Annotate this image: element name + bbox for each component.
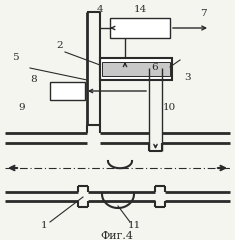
Bar: [100, 58, 172, 80]
Text: 9: 9: [19, 103, 25, 113]
Bar: [110, 18, 170, 38]
Text: 8: 8: [31, 74, 37, 84]
Text: 5: 5: [12, 53, 18, 61]
Text: 1: 1: [41, 222, 47, 230]
Text: 14: 14: [133, 6, 147, 14]
Bar: [50, 82, 85, 100]
Text: 10: 10: [162, 103, 176, 113]
Text: 7: 7: [200, 10, 206, 18]
Text: Фиг.4: Фиг.4: [101, 231, 133, 240]
Text: 11: 11: [127, 222, 141, 230]
Text: 3: 3: [185, 73, 191, 83]
Text: 4: 4: [97, 6, 103, 14]
Bar: [102, 62, 170, 76]
Text: 6: 6: [152, 62, 158, 72]
Text: 2: 2: [57, 42, 63, 50]
